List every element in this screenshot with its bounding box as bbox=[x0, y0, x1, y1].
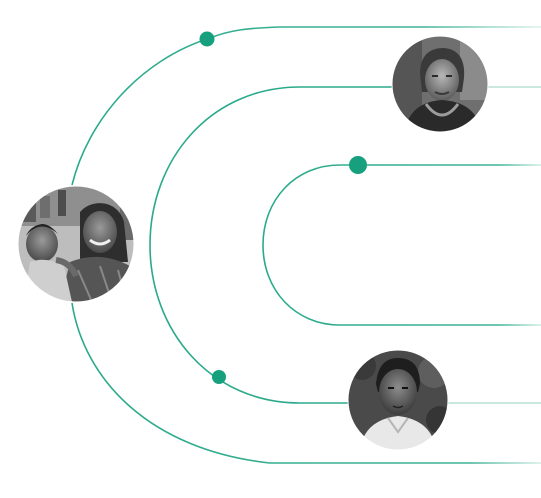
outer-arc-bottom bbox=[71, 302, 541, 464]
young-boy-frame bbox=[347, 349, 449, 451]
outer-arc-top bbox=[71, 26, 541, 186]
top-arc-marker bbox=[199, 31, 215, 47]
young-boy-photo bbox=[348, 350, 448, 450]
mother-and-child-frame bbox=[17, 185, 135, 303]
second-arc bbox=[149, 86, 392, 404]
inner-arc-marker bbox=[349, 156, 367, 174]
elderly-woman-frame bbox=[391, 35, 489, 133]
inner-arc bbox=[262, 164, 541, 326]
mother-and-child-photo bbox=[18, 186, 134, 302]
lower-arc-marker bbox=[212, 370, 226, 384]
